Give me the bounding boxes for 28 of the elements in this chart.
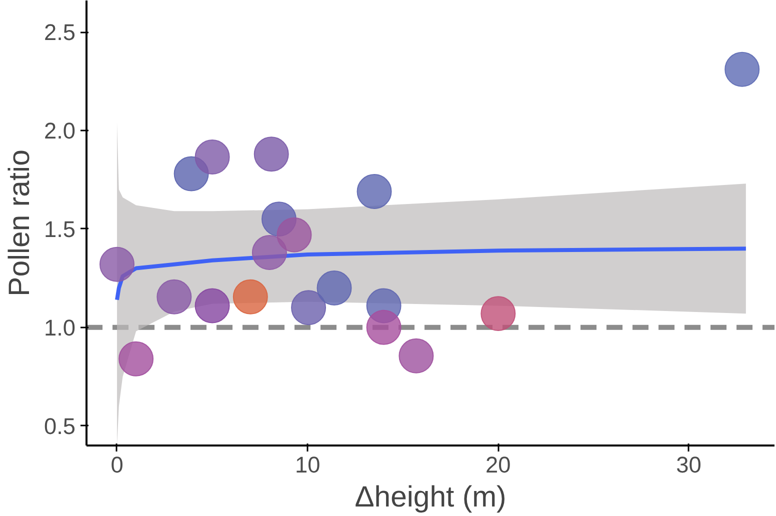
point <box>480 296 516 332</box>
y-tick-label: 2.5 <box>44 19 76 46</box>
point <box>291 290 326 326</box>
point <box>194 140 230 175</box>
point <box>156 279 192 314</box>
x-tick-label: 20 <box>486 452 511 478</box>
x-axis-title: Δheight (m) <box>354 480 506 514</box>
point <box>194 288 230 324</box>
point <box>118 341 154 376</box>
y-tick-label: 2.0 <box>44 117 76 144</box>
point <box>99 246 134 282</box>
x-tick-label: 30 <box>676 452 702 478</box>
line-series <box>114 246 748 302</box>
y-tick-label: 1.5 <box>44 216 76 242</box>
point <box>724 52 760 87</box>
y-tick-label: 1.0 <box>44 314 76 340</box>
x-tick-label: 10 <box>294 452 320 478</box>
point <box>398 338 434 374</box>
point <box>356 174 392 209</box>
point <box>366 310 402 345</box>
point <box>276 217 312 252</box>
point <box>254 136 289 172</box>
point <box>252 235 287 270</box>
y-tick-label: 0.5 <box>44 412 76 439</box>
x-tick-label: 0 <box>110 452 124 478</box>
y-axis-title: Pollen ratio <box>3 150 36 296</box>
point <box>316 270 352 306</box>
point <box>232 279 268 314</box>
